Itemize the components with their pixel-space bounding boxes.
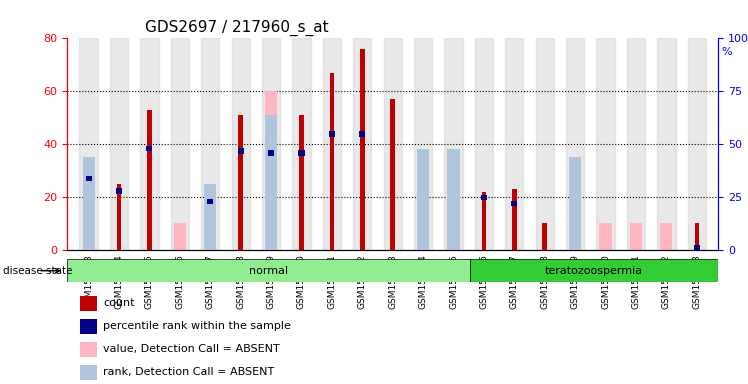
Bar bbox=[79, 38, 98, 250]
FancyBboxPatch shape bbox=[470, 259, 718, 282]
Bar bbox=[569, 162, 581, 250]
Bar bbox=[265, 115, 278, 250]
Bar bbox=[417, 152, 429, 250]
Bar bbox=[329, 131, 335, 137]
Text: percentile rank within the sample: percentile rank within the sample bbox=[103, 321, 291, 331]
Bar bbox=[475, 38, 493, 250]
Bar bbox=[447, 152, 459, 250]
Bar bbox=[141, 38, 159, 250]
Bar bbox=[505, 38, 524, 250]
Bar bbox=[207, 199, 213, 204]
Bar bbox=[322, 38, 341, 250]
Bar bbox=[80, 365, 96, 380]
Bar bbox=[512, 201, 518, 206]
FancyBboxPatch shape bbox=[67, 259, 470, 282]
Bar bbox=[693, 245, 700, 251]
Text: GDS2697 / 217960_s_at: GDS2697 / 217960_s_at bbox=[145, 20, 329, 36]
Bar bbox=[204, 184, 216, 250]
Bar bbox=[110, 38, 128, 250]
Text: %: % bbox=[722, 47, 732, 57]
Bar bbox=[384, 38, 402, 250]
Bar bbox=[542, 223, 547, 250]
Bar bbox=[299, 115, 304, 250]
Bar bbox=[298, 151, 304, 156]
Bar bbox=[238, 148, 244, 154]
Bar bbox=[268, 151, 274, 156]
Bar bbox=[566, 38, 584, 250]
Bar bbox=[232, 38, 250, 250]
Bar bbox=[80, 342, 96, 357]
Text: teratozoospermia: teratozoospermia bbox=[545, 266, 643, 276]
Text: normal: normal bbox=[249, 266, 288, 276]
Text: rank, Detection Call = ABSENT: rank, Detection Call = ABSENT bbox=[103, 367, 275, 377]
Bar bbox=[687, 38, 706, 250]
Bar bbox=[292, 38, 310, 250]
Bar bbox=[536, 38, 554, 250]
Bar bbox=[116, 189, 122, 194]
Bar bbox=[360, 49, 364, 250]
Bar bbox=[204, 192, 216, 250]
Bar bbox=[265, 91, 278, 250]
Bar bbox=[353, 38, 372, 250]
Bar bbox=[82, 165, 95, 250]
Bar bbox=[569, 157, 581, 250]
Bar bbox=[390, 99, 395, 250]
Bar bbox=[330, 73, 334, 250]
Bar bbox=[414, 38, 432, 250]
Bar bbox=[657, 38, 675, 250]
Bar bbox=[359, 131, 365, 137]
Bar bbox=[630, 223, 642, 250]
Bar bbox=[481, 195, 487, 200]
Bar bbox=[80, 319, 96, 334]
Bar bbox=[201, 38, 219, 250]
Text: disease state: disease state bbox=[3, 266, 73, 276]
Bar bbox=[262, 38, 280, 250]
Text: value, Detection Call = ABSENT: value, Detection Call = ABSENT bbox=[103, 344, 280, 354]
Bar bbox=[482, 192, 486, 250]
Bar bbox=[627, 38, 645, 250]
Bar bbox=[447, 149, 459, 250]
Bar bbox=[171, 38, 189, 250]
Text: count: count bbox=[103, 298, 135, 308]
Bar bbox=[174, 223, 186, 250]
Bar bbox=[417, 149, 429, 250]
Bar bbox=[82, 157, 95, 250]
Bar bbox=[239, 115, 243, 250]
Bar bbox=[694, 223, 699, 250]
Bar bbox=[147, 110, 152, 250]
Bar bbox=[660, 223, 672, 250]
Bar bbox=[512, 189, 517, 250]
Bar bbox=[599, 223, 612, 250]
Bar bbox=[147, 146, 153, 151]
Bar bbox=[117, 184, 121, 250]
Bar bbox=[444, 38, 463, 250]
Bar bbox=[80, 296, 96, 311]
Bar bbox=[85, 176, 92, 181]
Bar bbox=[596, 38, 615, 250]
